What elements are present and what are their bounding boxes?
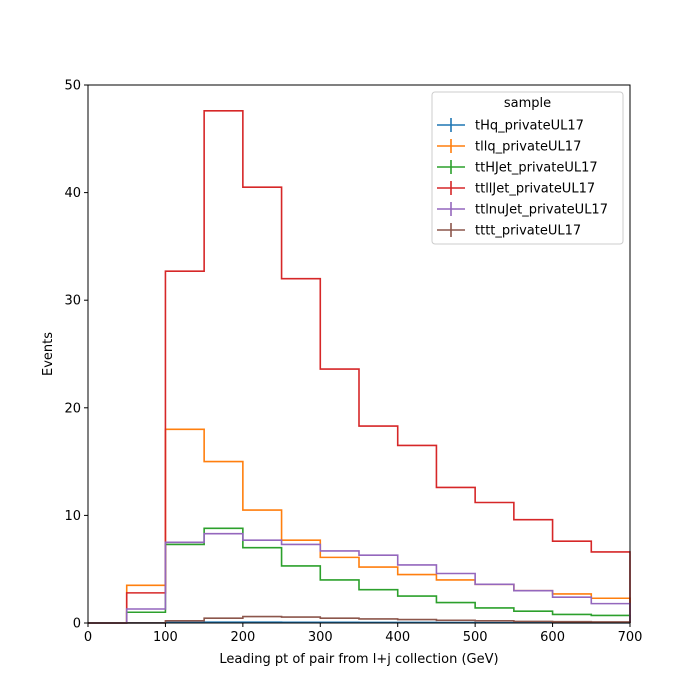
legend-label-4: ttlnuJet_privateUL17 xyxy=(475,203,608,218)
legend-label-0: tHq_privateUL17 xyxy=(475,119,584,134)
y-tick-label-5: 50 xyxy=(64,79,81,94)
y-axis-ticks: 0 10 20 30 40 50 xyxy=(64,79,88,632)
x-tick-label-5: 500 xyxy=(463,630,488,645)
series-line-4 xyxy=(88,532,631,624)
legend-box xyxy=(431,91,624,245)
x-tick-label-1: 100 xyxy=(153,630,178,645)
legend-title: sample xyxy=(504,96,551,111)
x-axis-ticks: 0 100 200 300 400 500 600 700 xyxy=(84,623,643,645)
legend-item-5: tttt_privateUL17 xyxy=(437,223,581,239)
y-tick-label-4: 40 xyxy=(64,186,81,201)
series-layer xyxy=(88,110,631,624)
legend-item-0: tHq_privateUL17 xyxy=(437,118,584,134)
series-line-3 xyxy=(88,110,631,624)
x-tick-label-6: 600 xyxy=(540,630,565,645)
x-tick-label-2: 200 xyxy=(230,630,255,645)
y-tick-label-1: 10 xyxy=(64,509,81,524)
x-tick-label-3: 300 xyxy=(308,630,333,645)
y-tick-label-0: 0 xyxy=(73,617,81,632)
x-tick-label-4: 400 xyxy=(385,630,410,645)
y-tick-label-3: 30 xyxy=(64,294,81,309)
x-axis-label: Leading pt of pair from l+j collection (… xyxy=(219,652,498,667)
legend-item-1: tllq_privateUL17 xyxy=(437,139,581,155)
legend-label-1: tllq_privateUL17 xyxy=(475,140,581,155)
legend: sample tHq_privateUL17 tllq_privateUL17tt… xyxy=(431,91,624,245)
legend-item-2: ttHJet_privateUL17 xyxy=(437,160,598,176)
series-line-1 xyxy=(88,428,631,624)
legend-label-5: tttt_privateUL17 xyxy=(475,224,581,239)
x-tick-label-0: 0 xyxy=(84,630,92,645)
legend-label-2: ttHJet_privateUL17 xyxy=(475,161,598,176)
y-axis-label: Events xyxy=(41,332,56,376)
legend-item-4: ttlnuJet_privateUL17 xyxy=(437,202,608,218)
x-tick-label-7: 700 xyxy=(618,630,643,645)
series-line-2 xyxy=(88,527,631,624)
plot-frame xyxy=(87,84,631,624)
y-tick-label-2: 20 xyxy=(64,401,81,416)
series-line-5 xyxy=(88,615,631,624)
legend-label-3: ttllJet_privateUL17 xyxy=(475,182,595,197)
legend-item-3: ttllJet_privateUL17 xyxy=(437,181,595,197)
legend-items: tHq_privateUL17 tllq_privateUL17 ttHJet_pr… xyxy=(437,118,608,239)
